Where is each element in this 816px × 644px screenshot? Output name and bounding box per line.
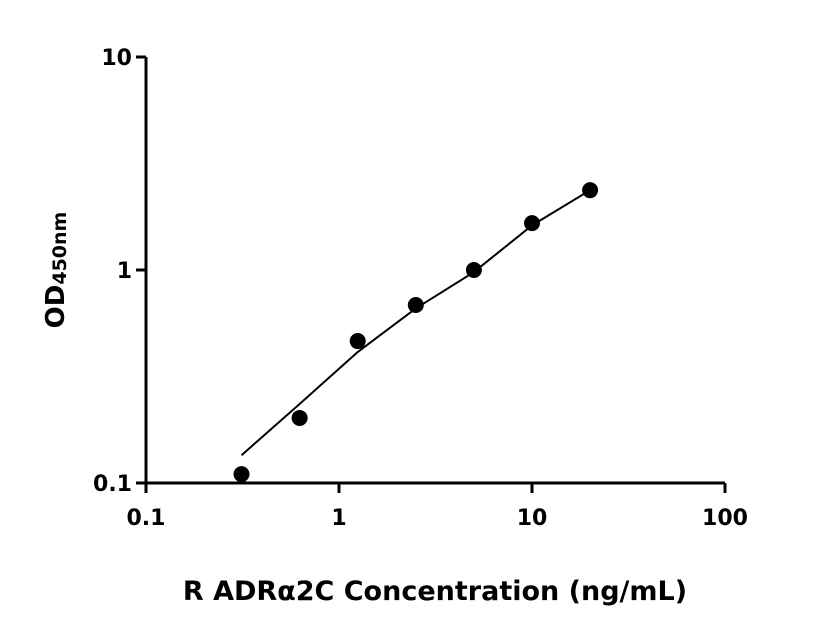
- y-label-subscript: 450nm: [49, 212, 71, 285]
- data-point: [524, 215, 540, 232]
- x-tick-label: 10: [517, 506, 548, 531]
- y-axis-label: OD450nm: [41, 212, 71, 329]
- y-label-main: OD: [41, 285, 71, 329]
- y-tick-label: 0.1: [93, 472, 132, 497]
- y-tick-label: 1: [117, 259, 132, 284]
- x-tick-label: 100: [702, 506, 748, 531]
- x-axis-label: R ADRα2C Concentration (ng/mL): [183, 576, 687, 607]
- data-point: [582, 182, 599, 199]
- data-point: [349, 333, 366, 350]
- data-point: [291, 409, 308, 426]
- x-tick-label: 1: [331, 506, 346, 531]
- data-point: [233, 466, 250, 483]
- data-point: [465, 262, 482, 278]
- x-tick-label: 0.1: [127, 506, 166, 531]
- y-tick-label: 10: [101, 46, 132, 71]
- data-point: [407, 296, 424, 313]
